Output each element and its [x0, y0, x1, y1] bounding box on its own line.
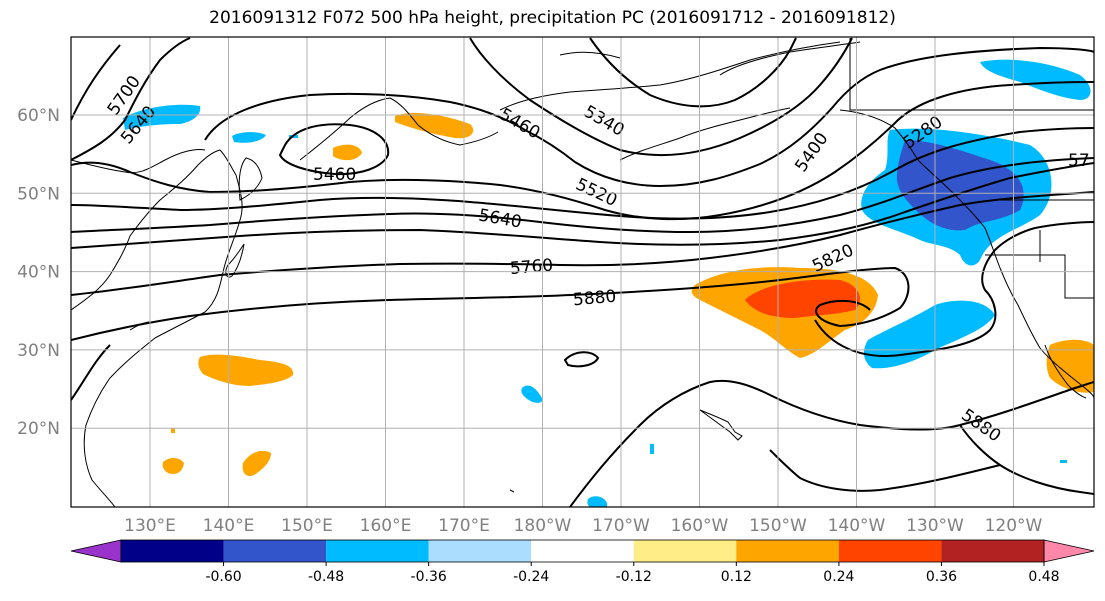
coastline — [559, 51, 621, 59]
precip-patch — [242, 450, 271, 476]
contour-line — [589, 37, 797, 108]
colorbar-segment — [326, 540, 429, 562]
precip-patch — [863, 300, 995, 369]
colorbar-tick-label: 0.24 — [823, 569, 854, 585]
map-title: 2016091312 F072 500 hPa height, precipit… — [209, 8, 896, 28]
colorbar-frame — [120, 539, 1045, 563]
longitude-label: 160°E — [360, 516, 412, 536]
precip-patch — [896, 140, 1024, 231]
contour-line — [71, 266, 910, 341]
colorbar-segment — [121, 540, 224, 562]
precip-patch — [980, 59, 1091, 100]
gridlines — [71, 37, 1094, 507]
precip-patch — [333, 144, 362, 161]
precip-patch — [745, 279, 860, 318]
colorbar-segment — [223, 540, 327, 562]
coastline — [509, 489, 515, 493]
contour-label: 57 — [1068, 151, 1090, 171]
longitude-label: 140°W — [828, 516, 886, 536]
longitude-labels: 130°E 140°E 150°E 160°E 170°E 180°W 170°W 160°W… — [124, 516, 1042, 536]
longitude-label: 160°W — [671, 516, 729, 536]
latitude-label: 40°N — [17, 263, 60, 283]
colorbar-tick-label: -0.60 — [205, 569, 241, 585]
coastline — [619, 107, 791, 161]
contour-line — [71, 44, 121, 121]
contour-line — [563, 351, 600, 368]
precip-patch — [587, 496, 607, 507]
coastline — [71, 149, 206, 174]
contour-line — [814, 221, 1094, 357]
contour-label: 5880 — [572, 287, 617, 311]
colorbar-extend-min — [70, 539, 122, 563]
latitude-label: 20°N — [17, 419, 60, 439]
colorbar-segment — [736, 540, 839, 562]
precip-patch — [162, 457, 184, 474]
colorbar-tick-label: 0.12 — [721, 569, 752, 585]
precip-patch — [1060, 460, 1067, 463]
longitude-label: 180°W — [514, 516, 572, 536]
contour-line — [769, 449, 1001, 492]
precip-patch — [1046, 339, 1094, 393]
colorbar-segment — [838, 540, 942, 562]
longitude-label: 140°E — [203, 516, 255, 536]
contour-line — [71, 81, 1094, 221]
longitude-label: 150°W — [749, 516, 807, 536]
colorbar-tick-label: -0.36 — [411, 569, 447, 585]
colorbar-tick-label: -0.48 — [308, 569, 344, 585]
contour-line — [71, 157, 1094, 234]
contour-line — [569, 379, 961, 507]
precip-patch — [198, 354, 294, 386]
colorbar-tick-label: -0.12 — [616, 569, 652, 585]
coastline — [1044, 344, 1087, 399]
contour-line — [959, 381, 1094, 426]
precip-patch — [171, 428, 175, 433]
contour-line — [71, 162, 1094, 249]
longitude-label: 170°E — [438, 516, 490, 536]
contour-label: 5460 — [313, 165, 356, 185]
precip-patch — [232, 132, 266, 143]
longitude-label: 130°W — [906, 516, 964, 536]
coastline — [417, 124, 499, 146]
contour-line — [204, 46, 1094, 188]
latitude-labels: 60°N 50°N 40°N 30°N 20°N — [17, 106, 60, 439]
latitude-label: 30°N — [17, 341, 60, 361]
coastline — [299, 97, 419, 161]
coastline — [699, 409, 743, 441]
precip-patch — [521, 385, 543, 403]
latitude-label: 60°N — [17, 106, 60, 126]
colorbar-tick-label: 0.36 — [926, 569, 957, 585]
precipitation-shading — [123, 59, 1094, 507]
contour-line — [469, 37, 853, 157]
precip-patch — [395, 112, 474, 139]
longitude-label: 170°W — [592, 516, 650, 536]
contour-label: 5760 — [509, 255, 554, 279]
coastline — [985, 254, 1094, 299]
colorbar-segment — [941, 540, 1044, 562]
coastline — [71, 149, 243, 507]
colorbar: -0.60 -0.48 -0.36 -0.24 -0.12 0.12 0.24 0.36 0.4… — [70, 539, 1095, 585]
contour-line — [71, 37, 191, 161]
longitude-label: 150°E — [281, 516, 333, 536]
longitude-label: 130°E — [124, 516, 176, 536]
map-frame — [70, 36, 1095, 508]
precip-patch — [650, 444, 654, 454]
contour-line — [71, 191, 1094, 296]
latitude-label: 50°N — [17, 184, 60, 204]
coastline — [849, 38, 1094, 111]
longitude-label: 120°W — [985, 516, 1043, 536]
colorbar-extend-max — [1043, 539, 1095, 563]
colorbar-tick-label: -0.24 — [513, 569, 549, 585]
colorbar-segment — [531, 540, 634, 562]
colorbar-segment — [428, 540, 532, 562]
coastline — [839, 109, 1094, 399]
colorbar-tick-label: 0.48 — [1028, 569, 1059, 585]
colorbar-segment — [633, 540, 737, 562]
precip-patch — [123, 104, 201, 130]
contour-line — [71, 344, 111, 401]
contour-line — [959, 424, 1094, 495]
